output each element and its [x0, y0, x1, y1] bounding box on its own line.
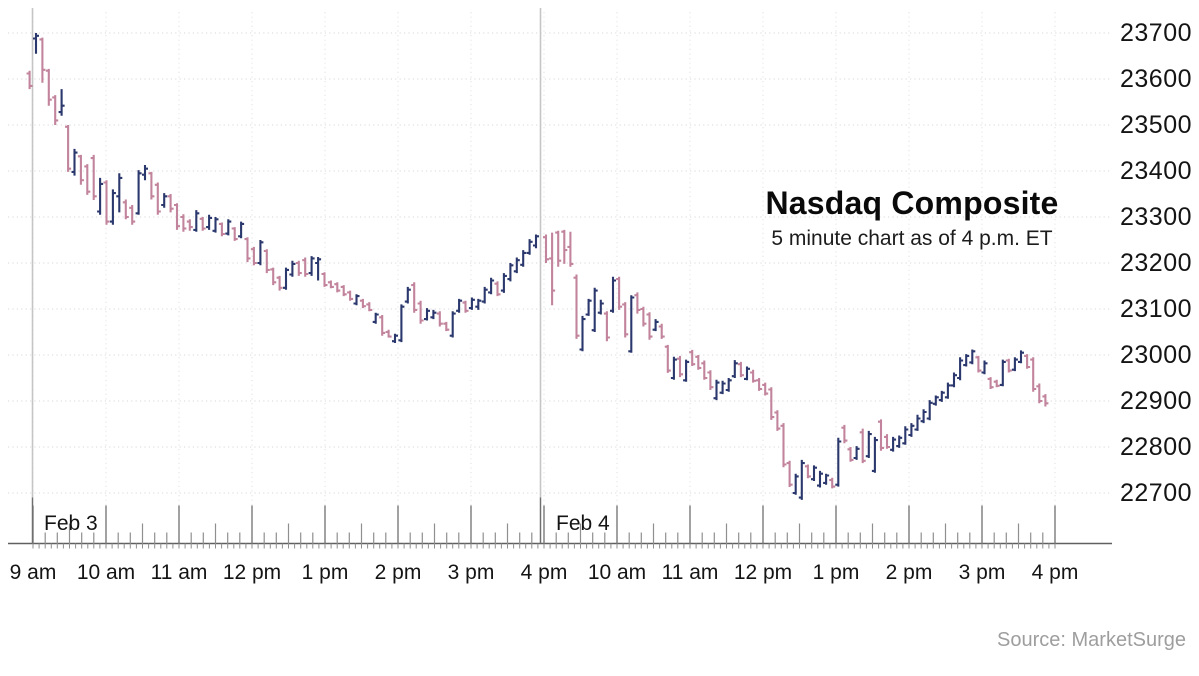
axis-ticks-10min: [44, 532, 1044, 544]
x-axis-hour-label: 9 am: [9, 561, 57, 584]
y-axis-price-label: 23200: [1120, 249, 1193, 277]
x-axis-hour-label: 1 pm: [812, 561, 860, 584]
session-date-label-feb-4: Feb 4: [556, 512, 610, 535]
y-axis-price-label: 22900: [1120, 387, 1193, 415]
y-axis-price-label: 23500: [1120, 111, 1193, 139]
y-axis-price-label: 23600: [1120, 65, 1193, 93]
session-date-label-feb-3: Feb 3: [44, 512, 98, 535]
chart-subtitle: 5 minute chart as of 4 p.m. ET: [771, 227, 1053, 250]
y-axis-price-label: 23000: [1120, 341, 1193, 369]
y-axis-price-label: 22800: [1120, 433, 1193, 461]
x-axis-hour-label: 11 am: [661, 561, 719, 584]
source-attribution: Source: MarketSurge: [997, 629, 1186, 651]
x-axis-hour-label: 4 pm: [520, 561, 568, 584]
price-gridlines: [8, 32, 1112, 494]
up-bars-feb-4: [579, 276, 1024, 500]
down-bars-feb-3: [26, 37, 501, 338]
y-axis-price-label: 23100: [1120, 295, 1193, 323]
x-axis-hour-label: 2 pm: [885, 561, 933, 584]
x-axis-hour-label: 12 pm: [733, 561, 793, 584]
x-axis-hour-label: 3 pm: [447, 561, 495, 584]
chart-title: Nasdaq Composite: [765, 185, 1059, 221]
x-axis-hour-label: 4 pm: [1031, 561, 1079, 584]
axis-ticks-30min: [68, 523, 1020, 544]
axis-ticks-below: [32, 543, 1056, 549]
y-axis-price-label: 23700: [1120, 19, 1193, 47]
hour-gridlines: [32, 12, 1056, 544]
x-axis-hour-label: 10 am: [76, 561, 136, 584]
y-axis-price-label: 23300: [1120, 203, 1193, 231]
y-axis-price-label: 23400: [1120, 157, 1193, 185]
x-axis-hour-label: 1 pm: [301, 561, 349, 584]
up-bars-feb-3: [33, 33, 539, 343]
y-axis-price-label: 22700: [1120, 479, 1193, 507]
x-axis-hour-label: 11 am: [150, 561, 208, 584]
x-axis-hour-label: 3 pm: [958, 561, 1006, 584]
axis-ticks-hour: [31, 497, 1056, 544]
down-bars-feb-4: [543, 229, 1049, 489]
x-axis-hour-label: 2 pm: [374, 561, 422, 584]
x-axis-hour-label: 12 pm: [222, 561, 282, 584]
x-axis-hour-label: 10 am: [587, 561, 647, 584]
